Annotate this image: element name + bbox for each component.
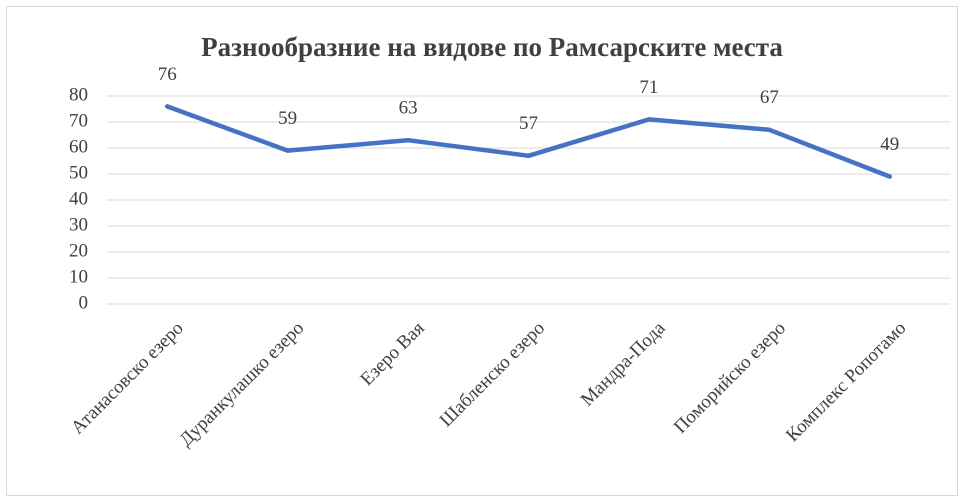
data-line	[164, 104, 893, 179]
y-tick-label: 20	[69, 240, 88, 261]
y-tick-label: 10	[69, 266, 88, 287]
y-tick-label: 40	[69, 188, 88, 209]
y-tick-label: 0	[79, 292, 89, 313]
data-label: 71	[639, 77, 658, 98]
y-tick-label: 70	[69, 110, 88, 131]
chart-frame	[6, 6, 958, 496]
data-label: 49	[880, 134, 899, 155]
data-label: 67	[760, 87, 779, 108]
y-tick-label: 50	[69, 162, 88, 183]
data-label: 76	[158, 64, 177, 85]
y-tick-label: 80	[69, 84, 88, 105]
data-label: 59	[278, 108, 297, 129]
y-tick-label: 60	[69, 136, 88, 157]
y-tick-label: 30	[69, 214, 88, 235]
data-label: 57	[519, 113, 538, 134]
chart-title: Разнообразние на видове по Рамсарските м…	[201, 32, 783, 62]
data-label: 63	[399, 98, 418, 119]
